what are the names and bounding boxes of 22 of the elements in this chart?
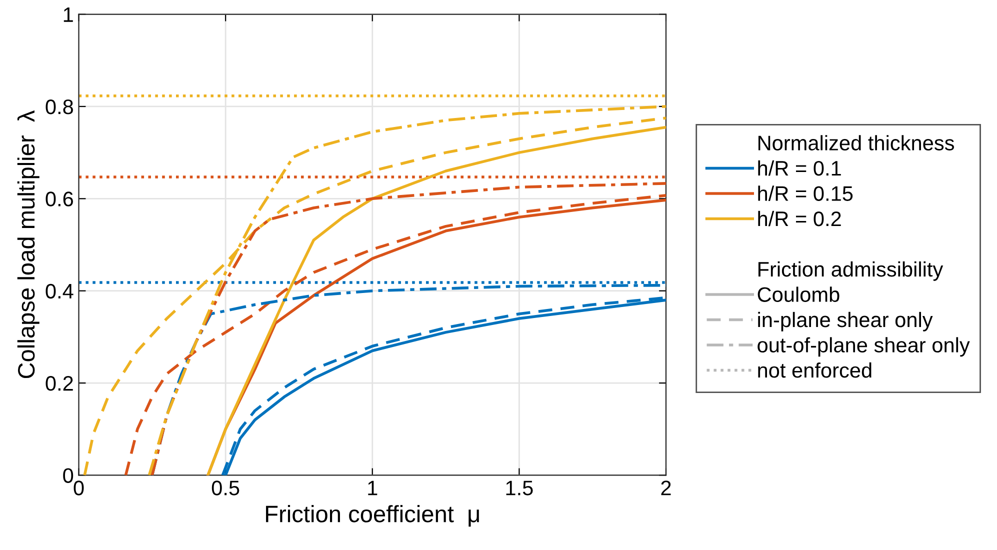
text: Coulomb <box>758 286 840 302</box>
legend-label: h/R = 0.15 <box>758 186 853 201</box>
y-tick-label: 0.4 <box>46 284 74 299</box>
text: out-of-plane shear only <box>758 337 970 357</box>
legend-title: Normalized thickness <box>758 135 954 150</box>
y-tick-label: 0.6 <box>46 192 73 206</box>
x-axis-title: Friction coefficient μ <box>266 505 479 527</box>
y-tick-label: 0 <box>63 468 74 483</box>
y-tick-label: 0.2 <box>46 376 73 391</box>
x-tick-label: 2 <box>661 480 671 496</box>
y-tick-label: 0.8 <box>46 99 73 114</box>
x-tick-label: 0.5 <box>212 480 240 496</box>
y-axis-title: Collapse load multiplier λ <box>17 110 40 378</box>
text: not enforced <box>758 362 872 378</box>
x-tick-label: 0 <box>74 480 84 496</box>
x-tick-label: 1.5 <box>506 480 533 496</box>
legend-label: h/R = 0.2 <box>758 210 841 226</box>
y-tick-label: 1 <box>64 8 73 22</box>
text: in-plane shear only <box>758 312 933 332</box>
text: Friction admissibility <box>758 261 944 281</box>
x-tick-label: 1 <box>368 480 378 496</box>
legend-label: h/R = 0.1 <box>758 160 841 176</box>
